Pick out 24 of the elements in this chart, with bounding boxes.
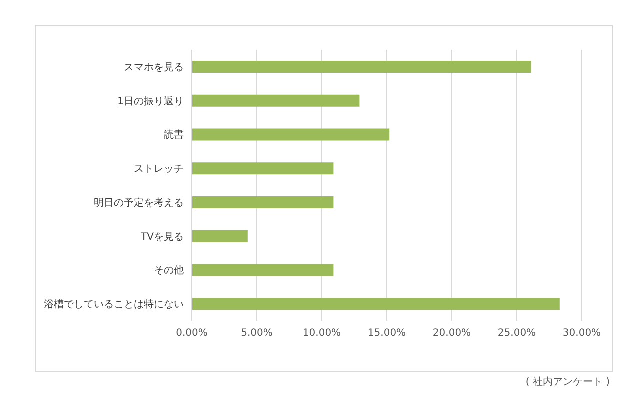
text: ( 社内アンケート ) (526, 376, 610, 389)
x-tick-label: 10.00% (302, 328, 342, 340)
x-tick-label: 25.00% (498, 328, 536, 340)
y-tick-label: ストレッチ (134, 164, 184, 176)
x-tick-label: 20.00% (432, 328, 472, 340)
x-tick-label: 0.00% (176, 328, 208, 340)
bar (192, 196, 334, 208)
y-tick-label: その他 (154, 264, 184, 277)
y-tick-label: TVを見る (140, 232, 184, 243)
bar (192, 61, 532, 73)
y-tick-label: 明日の予定を考える (94, 196, 184, 209)
bar (192, 128, 390, 141)
bar (192, 162, 334, 175)
y-tick-label: 浴槽でしていることは特にない (44, 298, 184, 311)
bar (192, 298, 560, 310)
x-tick-label: 15.00% (368, 328, 406, 340)
bar (192, 264, 334, 276)
y-tick-label: 読書 (164, 129, 184, 142)
bar (192, 230, 248, 242)
y-tick-label: 1日の振り返り (118, 95, 184, 108)
y-tick-label: スマホを見る (124, 62, 184, 74)
x-tick-label: 30.00% (562, 328, 602, 340)
x-tick-label: 5.00% (241, 328, 273, 340)
bar (192, 94, 360, 107)
